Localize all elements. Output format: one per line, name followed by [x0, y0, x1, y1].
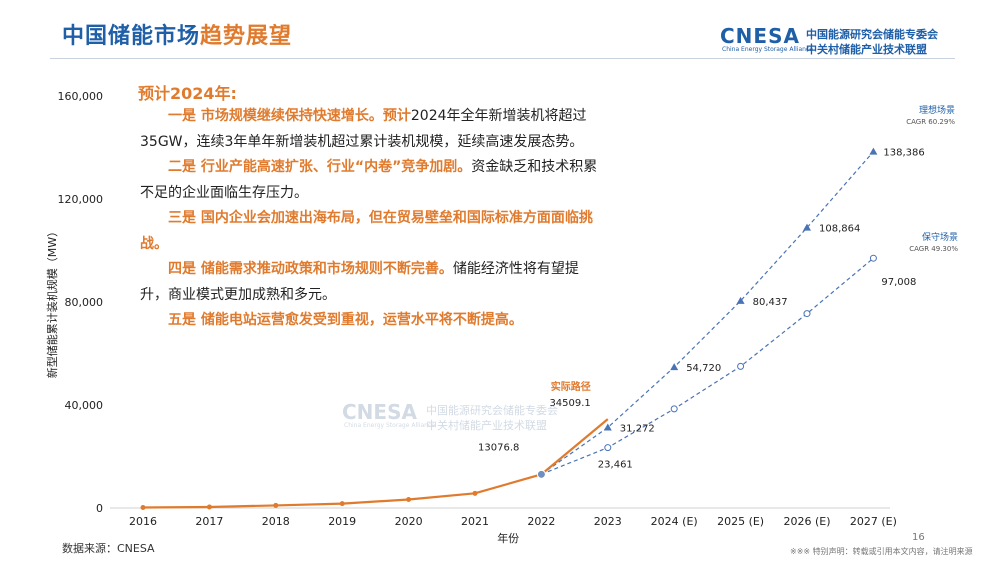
actual-series-name: 实际路径: [551, 380, 591, 393]
conservative-point: [803, 310, 811, 318]
outlook-point-3: 三是 国内企业会加速出海布局，但在贸易壁垒和国际标准方面面临挑战。: [140, 206, 606, 257]
y-tick-label: 40,000: [65, 399, 104, 412]
watermark-line2: 中关村储能产业技术联盟: [426, 419, 547, 432]
x-tick-label: 2021: [461, 515, 489, 528]
ideal-series-line: [541, 151, 874, 475]
data-label-ideal-2027: 138,386: [883, 148, 924, 159]
data-label-ideal: 108,864: [819, 224, 860, 235]
point-1-rest: 2024年全年新增装机将超过35GW，连续3年单年新增装机超过累计装机规模，延续…: [140, 108, 587, 150]
outlook-point-5: 五是 储能电站运营愈发受到重视，运营水平将不断提高。: [140, 308, 606, 334]
page-number: 16: [912, 532, 925, 543]
page-title: 中国储能市场趋势展望: [62, 18, 292, 50]
point-5-lead: 五是: [168, 312, 201, 328]
data-label-2023-actual: 34509.1: [549, 398, 590, 409]
point-3-lead: 三是: [168, 210, 201, 226]
outlook-point-4: 四是 储能需求推动政策和市场规则不断完善。储能经济性将有望提升，商业模式更加成熟…: [140, 257, 606, 308]
watermark-line1: 中国能源研究会储能专委会: [426, 404, 558, 417]
x-tick-label: 2016: [129, 515, 157, 528]
actual-point: [273, 502, 279, 508]
outlook-points: 一是 市场规模继续保持快速增长。预计2024年全年新增装机将超过35GW，连续3…: [140, 104, 606, 334]
data-label-ideal: 80,437: [753, 297, 788, 308]
actual-point: [140, 504, 146, 510]
actual-series-line: [142, 418, 609, 509]
point-2-highlight: 行业产能高速扩张、行业“内卷”竞争加剧。: [200, 159, 472, 175]
conservative-point: [670, 405, 678, 413]
x-tick-label: 2020: [395, 515, 423, 528]
x-tick-label: 2017: [195, 515, 223, 528]
conservative-scenario-name: 保守场景: [922, 231, 958, 243]
logo-line1: 中国能源研究会储能专委会: [806, 28, 938, 41]
ideal-point: [603, 423, 612, 431]
point-4-highlight: 储能需求推动政策和市场规则不断完善。: [200, 261, 453, 277]
y-axis-title: 新型储能累计装机规模（MW）: [45, 226, 59, 378]
point-4-rest: 储能经济性将有望提升，商业模式更加成熟和多元。: [140, 261, 579, 303]
point-5-highlight: 储能电站运营愈发受到重视，运营水平将不断提高。: [200, 312, 523, 328]
x-tick-label: 2019: [328, 515, 356, 528]
ideal-point: [670, 363, 679, 371]
logo-brand: CNESA: [720, 24, 800, 48]
y-tick-label: 80,000: [65, 296, 104, 309]
data-label-conservative-2027: 97,008: [881, 277, 916, 288]
conservative-point: [604, 444, 612, 452]
x-tick-label: 2024 (E): [651, 515, 698, 528]
conservative-point: [869, 254, 877, 262]
y-tick-label: 120,000: [58, 193, 104, 206]
x-tick-label: 2026 (E): [783, 515, 830, 528]
conservative-series-line: [541, 257, 874, 475]
conservative-scenario-cagr: CAGR 49.30%: [909, 245, 958, 253]
ideal-point: [736, 296, 745, 304]
outlook-heading: 预计2024年:: [138, 84, 237, 103]
y-tick-label: 160,000: [58, 90, 104, 103]
point-2-lead: 二是: [168, 159, 201, 175]
y-tick-label: 0: [96, 502, 103, 515]
x-tick-label: 2023: [594, 515, 622, 528]
actual-point: [339, 501, 345, 507]
ideal-scenario-name: 理想场景: [919, 104, 955, 116]
disclaimer: ※※※ 特别声明：转载或引用本文内容，请注明来源: [790, 547, 973, 556]
x-tick-label: 2025 (E): [717, 515, 764, 528]
ideal-point: [803, 223, 811, 231]
logo-line2: 中关村储能产业技术联盟: [806, 43, 927, 56]
point-2-rest: 资金缺乏和技术积累不足的企业面临生存压力。: [140, 159, 598, 201]
watermark-sub: China Energy Storage Alliance: [344, 422, 435, 429]
point-4-lead: 四是: [168, 261, 201, 277]
header-divider: [50, 58, 955, 59]
point-3-highlight: 国内企业会加速出海布局，但在贸易壁垒和国际标准方面面临挑战。: [140, 210, 593, 252]
x-tick-label: 2022: [527, 515, 555, 528]
outlook-point-1: 一是 市场规模继续保持快速增长。预计2024年全年新增装机将超过35GW，连续3…: [140, 104, 606, 155]
watermark-brand: CNESA: [342, 400, 417, 424]
x-tick-label: 2027 (E): [850, 515, 897, 528]
actual-point: [206, 504, 212, 510]
actual-point: [406, 497, 412, 503]
ideal-scenario-cagr: CAGR 60.29%: [906, 118, 955, 126]
title-part2: 趋势展望: [200, 24, 293, 49]
junction-point-2022: [536, 469, 546, 479]
data-label-2022: 13076.8: [478, 442, 519, 453]
x-axis-title: 年份: [497, 531, 519, 545]
x-tick-label: 2018: [262, 515, 290, 528]
title-part1: 中国储能市场: [62, 24, 201, 49]
actual-point: [472, 490, 478, 496]
point-1-lead: 一是: [168, 108, 201, 124]
point-1-highlight: 市场规模继续保持快速增长。预计: [200, 108, 411, 124]
data-label-conservative-2023: 23,461: [598, 460, 633, 471]
data-source: 数据来源：CNESA: [62, 542, 155, 555]
ideal-point: [869, 147, 878, 155]
data-label-ideal: 54,720: [686, 363, 721, 374]
outlook-point-2: 二是 行业产能高速扩张、行业“内卷”竞争加剧。资金缺乏和技术积累不足的企业面临生…: [140, 155, 606, 206]
data-label-ideal-2023: 31,272: [620, 423, 655, 434]
watermark-logo: CNESA China Energy Storage Alliance 中国能源…: [342, 400, 582, 436]
cnesa-logo: CNESA China Energy Storage Alliance 中国能源…: [720, 22, 950, 56]
conservative-point: [737, 362, 745, 370]
logo-sub: China Energy Storage Alliance: [722, 46, 813, 53]
